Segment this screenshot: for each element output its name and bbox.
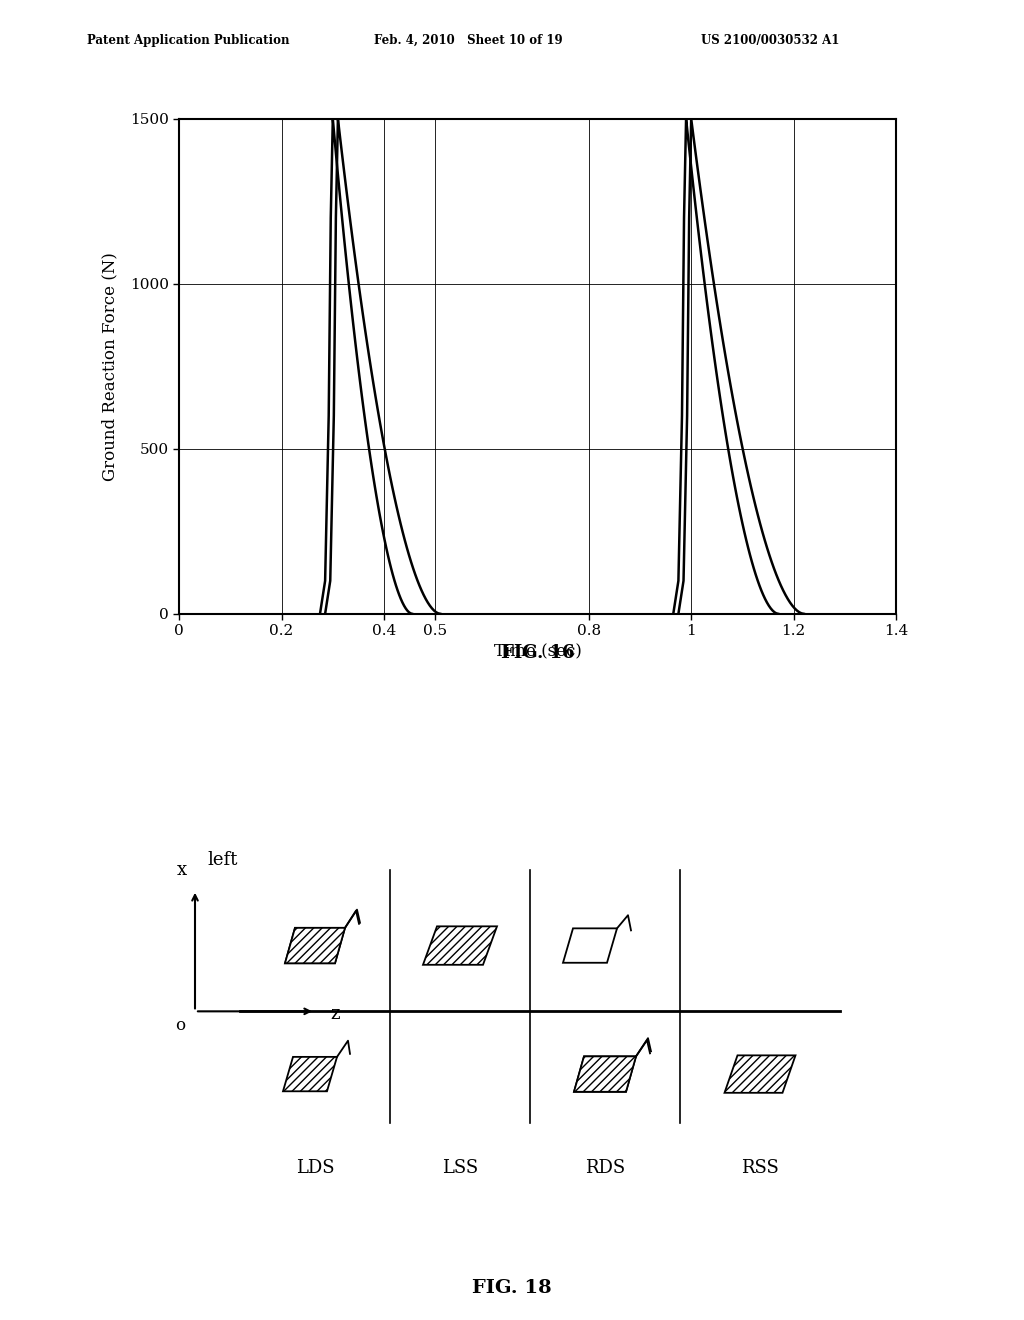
Text: left: left bbox=[207, 850, 238, 869]
Text: Patent Application Publication: Patent Application Publication bbox=[87, 33, 290, 46]
Text: FIG. 16: FIG. 16 bbox=[501, 644, 574, 663]
Text: x: x bbox=[177, 861, 187, 879]
Text: LSS: LSS bbox=[442, 1159, 478, 1177]
Text: Feb. 4, 2010   Sheet 10 of 19: Feb. 4, 2010 Sheet 10 of 19 bbox=[374, 33, 562, 46]
Polygon shape bbox=[574, 1056, 636, 1092]
Text: o: o bbox=[175, 1016, 185, 1034]
Text: RSS: RSS bbox=[741, 1159, 779, 1177]
X-axis label: Time (sec): Time (sec) bbox=[494, 644, 582, 661]
Polygon shape bbox=[574, 1056, 636, 1092]
Text: US 2100/0030532 A1: US 2100/0030532 A1 bbox=[701, 33, 840, 46]
Text: z: z bbox=[330, 1006, 340, 1023]
Polygon shape bbox=[285, 928, 345, 964]
Polygon shape bbox=[725, 1056, 796, 1093]
Text: LDS: LDS bbox=[296, 1159, 334, 1177]
Text: RDS: RDS bbox=[585, 1159, 625, 1177]
Polygon shape bbox=[563, 928, 617, 962]
Polygon shape bbox=[423, 927, 497, 965]
Y-axis label: Ground Reaction Force (N): Ground Reaction Force (N) bbox=[101, 252, 119, 480]
Polygon shape bbox=[283, 1057, 337, 1092]
Text: FIG. 18: FIG. 18 bbox=[472, 1279, 552, 1296]
Polygon shape bbox=[285, 928, 345, 964]
